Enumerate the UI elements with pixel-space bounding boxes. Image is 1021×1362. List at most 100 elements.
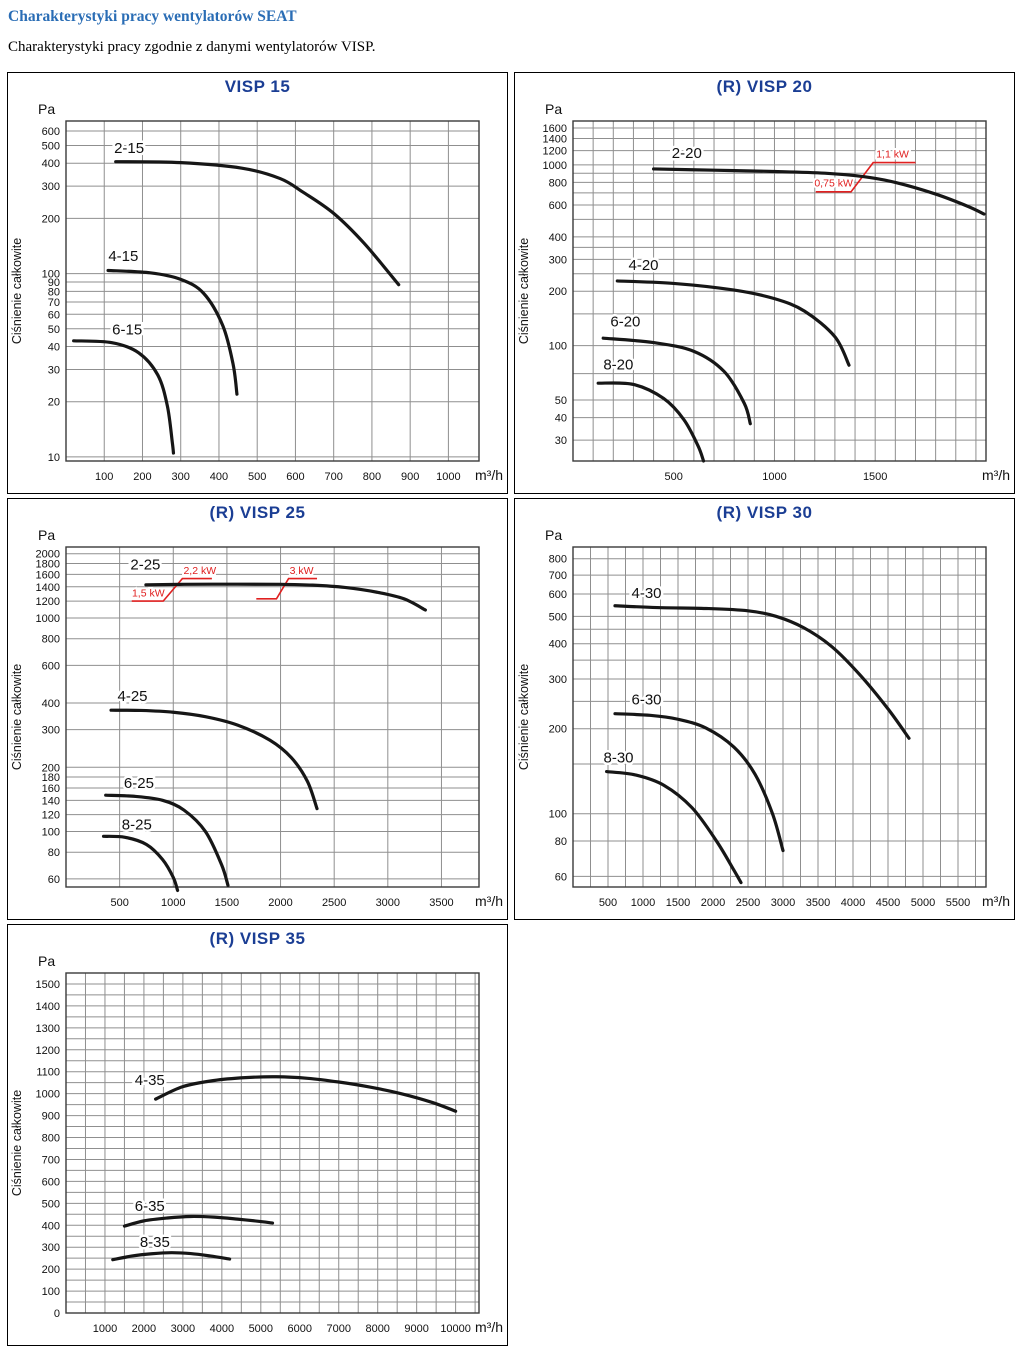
svg-text:0: 0 bbox=[54, 1308, 60, 1320]
svg-text:1500: 1500 bbox=[36, 979, 60, 991]
svg-text:3500: 3500 bbox=[806, 897, 830, 909]
svg-text:1600: 1600 bbox=[36, 569, 60, 581]
svg-text:700: 700 bbox=[549, 570, 567, 582]
svg-text:200: 200 bbox=[42, 762, 60, 774]
svg-text:300: 300 bbox=[549, 674, 567, 686]
svg-text:8000: 8000 bbox=[365, 1323, 389, 1335]
svg-text:30: 30 bbox=[555, 435, 567, 447]
svg-text:4000: 4000 bbox=[841, 897, 865, 909]
svg-text:3000: 3000 bbox=[171, 1323, 195, 1335]
svg-text:6000: 6000 bbox=[288, 1323, 312, 1335]
svg-text:40: 40 bbox=[48, 342, 60, 354]
svg-text:Ciśnienie całkowite: Ciśnienie całkowite bbox=[10, 238, 24, 344]
svg-text:800: 800 bbox=[42, 1133, 60, 1145]
svg-text:900: 900 bbox=[401, 471, 419, 483]
svg-text:1200: 1200 bbox=[36, 1045, 60, 1057]
svg-text:300: 300 bbox=[42, 725, 60, 737]
chart-title: (R) VISP 20 bbox=[716, 77, 813, 96]
chart-canvas-visp-30: 60 80 100 200 300 400 500 600 700 800 500 1000 1500 2… bbox=[517, 527, 1010, 909]
svg-text:20: 20 bbox=[48, 397, 60, 409]
svg-text:2000: 2000 bbox=[36, 549, 60, 561]
svg-text:Pa: Pa bbox=[545, 101, 562, 117]
svg-text:800: 800 bbox=[42, 634, 60, 646]
svg-text:1000: 1000 bbox=[36, 1089, 60, 1101]
svg-text:Ciśnienie całkowite: Ciśnienie całkowite bbox=[517, 238, 531, 344]
svg-text:1,5 kW: 1,5 kW bbox=[132, 587, 165, 599]
svg-text:60: 60 bbox=[48, 874, 60, 886]
svg-text:Pa: Pa bbox=[38, 527, 55, 543]
svg-text:500: 500 bbox=[665, 471, 683, 483]
svg-text:500: 500 bbox=[549, 611, 567, 623]
svg-text:m³/h: m³/h bbox=[475, 467, 503, 483]
chart-panel-visp-30: (R) VISP 30 60 80 100 200 300 400 500 600 700 800… bbox=[514, 498, 1015, 920]
svg-text:800: 800 bbox=[363, 471, 381, 483]
svg-text:m³/h: m³/h bbox=[982, 467, 1010, 483]
svg-text:6-35: 6-35 bbox=[135, 1198, 165, 1215]
svg-text:60: 60 bbox=[555, 871, 567, 883]
chart-canvas-visp-35: 0 100 200 300 400 500 600 700 800 900 1000 1100 1200… bbox=[10, 953, 503, 1335]
svg-text:6-15: 6-15 bbox=[112, 322, 142, 339]
svg-text:1,1 kW: 1,1 kW bbox=[876, 149, 909, 161]
svg-text:Ciśnienie całkowite: Ciśnienie całkowite bbox=[10, 1090, 24, 1196]
svg-text:6-25: 6-25 bbox=[124, 775, 154, 792]
svg-text:5000: 5000 bbox=[249, 1323, 273, 1335]
svg-text:500: 500 bbox=[42, 1198, 60, 1210]
chart-canvas-visp-20: 30 40 50 100 200 300 400 600 800 1000 120014001600… bbox=[517, 101, 1010, 483]
svg-text:1000: 1000 bbox=[631, 897, 655, 909]
chart-panel-visp-20: (R) VISP 20 30 40 50 100 200 300 400 600 800 1000… bbox=[514, 72, 1015, 494]
svg-text:1600: 1600 bbox=[543, 123, 567, 135]
chart-panel-visp-35: (R) VISP 35 0 100 200 300 400 500 600 700 800 900… bbox=[7, 924, 508, 1346]
svg-text:200: 200 bbox=[133, 471, 151, 483]
svg-text:10000: 10000 bbox=[440, 1323, 471, 1335]
svg-text:90: 90 bbox=[48, 277, 60, 289]
svg-text:1800: 1800 bbox=[36, 558, 60, 570]
svg-text:2000: 2000 bbox=[268, 897, 292, 909]
svg-text:500: 500 bbox=[599, 897, 617, 909]
svg-text:100: 100 bbox=[95, 471, 113, 483]
svg-text:4-35: 4-35 bbox=[135, 1072, 165, 1089]
svg-text:400: 400 bbox=[42, 698, 60, 710]
page-header: Charakterystyki pracy wentylatorów SEAT … bbox=[8, 8, 1021, 56]
svg-text:80: 80 bbox=[48, 286, 60, 298]
svg-text:2500: 2500 bbox=[736, 897, 760, 909]
svg-text:1000: 1000 bbox=[762, 471, 786, 483]
svg-text:50: 50 bbox=[48, 324, 60, 336]
svg-text:Ciśnienie całkowite: Ciśnienie całkowite bbox=[10, 664, 24, 770]
svg-text:1200: 1200 bbox=[36, 596, 60, 608]
svg-text:1400: 1400 bbox=[36, 582, 60, 594]
svg-text:2500: 2500 bbox=[322, 897, 346, 909]
svg-text:200: 200 bbox=[42, 1264, 60, 1276]
svg-text:100: 100 bbox=[549, 809, 567, 821]
svg-text:100: 100 bbox=[549, 341, 567, 353]
svg-text:140: 140 bbox=[42, 795, 60, 807]
svg-text:600: 600 bbox=[42, 660, 60, 672]
page-subtitle: Charakterystyki pracy zgodnie z danymi w… bbox=[8, 39, 376, 55]
svg-text:100: 100 bbox=[42, 1286, 60, 1298]
svg-text:700: 700 bbox=[325, 471, 343, 483]
svg-text:400: 400 bbox=[42, 158, 60, 170]
svg-text:50: 50 bbox=[555, 395, 567, 407]
svg-text:300: 300 bbox=[42, 1242, 60, 1254]
svg-text:7000: 7000 bbox=[326, 1323, 350, 1335]
svg-text:1500: 1500 bbox=[863, 471, 887, 483]
svg-text:6-30: 6-30 bbox=[631, 691, 661, 708]
svg-text:600: 600 bbox=[42, 1176, 60, 1188]
svg-text:120: 120 bbox=[42, 810, 60, 822]
svg-text:1000: 1000 bbox=[543, 160, 567, 172]
svg-text:1000: 1000 bbox=[436, 471, 460, 483]
svg-text:70: 70 bbox=[48, 297, 60, 309]
svg-text:200: 200 bbox=[549, 286, 567, 298]
svg-text:1100: 1100 bbox=[36, 1067, 60, 1079]
svg-text:180: 180 bbox=[42, 772, 60, 784]
svg-text:300: 300 bbox=[549, 254, 567, 266]
svg-text:9000: 9000 bbox=[404, 1323, 428, 1335]
svg-text:8-25: 8-25 bbox=[122, 817, 152, 834]
svg-text:8-30: 8-30 bbox=[603, 749, 633, 766]
svg-text:30: 30 bbox=[48, 364, 60, 376]
svg-text:4-25: 4-25 bbox=[117, 688, 147, 705]
svg-text:2-20: 2-20 bbox=[672, 145, 702, 162]
svg-text:800: 800 bbox=[549, 177, 567, 189]
svg-text:200: 200 bbox=[549, 724, 567, 736]
svg-text:200: 200 bbox=[42, 213, 60, 225]
svg-text:160: 160 bbox=[42, 783, 60, 795]
